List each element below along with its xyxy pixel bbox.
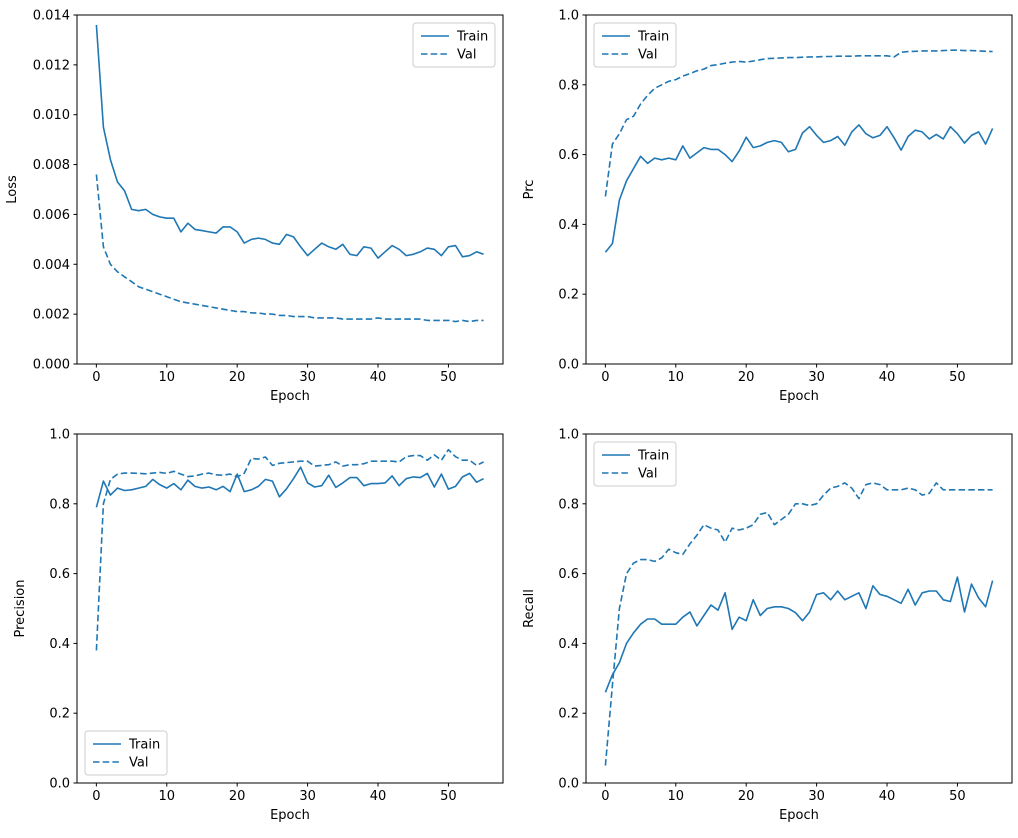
x-tick-label: 0	[601, 789, 609, 804]
prc-chart: 0 10 20 30 40 50 0.0 0.2 0.4 0.6 0.8 1.0 Epoch Prc Tra…	[509, 0, 1018, 419]
x-tick-label: 10	[668, 789, 685, 804]
x-tick-label: 0	[601, 370, 609, 385]
x-axis-label: Epoch	[779, 808, 819, 823]
legend-val-label: Val	[638, 467, 657, 482]
x-axis-label: Epoch	[270, 389, 310, 404]
x-axis-label: Epoch	[779, 389, 819, 404]
x-tick-label: 40	[370, 370, 387, 385]
legend-val-label: Val	[457, 48, 476, 63]
legend-val-label: Val	[129, 756, 148, 771]
x-tick-label: 10	[668, 370, 685, 385]
y-tick-label: 0.4	[558, 218, 579, 233]
legend: Train Val	[593, 441, 677, 487]
x-tick-label: 20	[229, 789, 246, 804]
y-tick-label: 0.012	[33, 58, 70, 73]
plot-background	[509, 0, 1018, 419]
x-tick-label: 0	[92, 370, 100, 385]
y-tick-label: 0.0	[49, 777, 70, 792]
precision-chart: 0 10 20 30 40 50 0.0 0.2 0.4 0.6 0.8 1.0 Epoch Precis…	[0, 419, 509, 838]
legend: Train Val	[412, 22, 496, 68]
y-tick-label: 0.2	[558, 707, 579, 722]
y-tick-label: 0.0	[558, 777, 579, 792]
y-tick-label: 0.010	[33, 108, 70, 123]
y-axis-label: Prc	[522, 180, 537, 200]
y-tick-label: 0.0	[558, 358, 579, 373]
x-tick-label: 20	[738, 789, 755, 804]
legend-train-label: Train	[637, 30, 669, 45]
legend: Train Val	[84, 730, 168, 776]
y-tick-label: 0.000	[33, 358, 70, 373]
y-tick-label: 0.8	[558, 497, 579, 512]
x-tick-label: 20	[229, 370, 246, 385]
x-tick-label: 30	[299, 370, 316, 385]
y-tick-label: 0.6	[558, 567, 579, 582]
y-tick-label: 0.2	[558, 288, 579, 303]
x-tick-label: 40	[370, 789, 387, 804]
legend-val-label: Val	[638, 48, 657, 63]
prc-train-line	[604, 124, 994, 253]
legend-train-label: Train	[637, 449, 669, 464]
y-tick-label: 0.8	[49, 497, 70, 512]
precision-train-line	[95, 466, 484, 508]
loss-val-line	[95, 174, 484, 323]
x-tick-label: 30	[299, 789, 316, 804]
y-tick-label: 0.6	[49, 567, 70, 582]
x-axis-label: Epoch	[270, 808, 310, 823]
x-tick-label: 50	[949, 370, 966, 385]
legend-train-label: Train	[456, 30, 488, 45]
x-tick-label: 50	[949, 789, 966, 804]
x-tick-label: 30	[808, 789, 825, 804]
y-tick-label: 0.004	[33, 258, 70, 273]
subplot-prc: 0 10 20 30 40 50 0.0 0.2 0.4 0.6 0.8 1.0 Epoch Prc Tra…	[509, 0, 1018, 419]
precision-val-line	[95, 448, 484, 651]
y-tick-label: 0.4	[49, 637, 70, 652]
legend-box	[84, 730, 168, 776]
y-tick-label: 0.006	[33, 208, 70, 223]
recall-train-line	[604, 576, 994, 693]
y-axis-label: Precision	[13, 579, 28, 637]
plot-background	[0, 419, 509, 838]
x-tick-label: 10	[159, 370, 176, 385]
plot-background	[0, 0, 509, 419]
recall-chart: 0 10 20 30 40 50 0.0 0.2 0.4 0.6 0.8 1.0 Epoch Recall…	[509, 419, 1018, 838]
plot-background	[509, 419, 1018, 838]
legend-box	[412, 22, 496, 68]
axes-spines	[76, 14, 504, 365]
legend-train-label: Train	[128, 738, 160, 753]
axes-spines	[585, 433, 1013, 784]
loss-train-line	[95, 24, 484, 259]
y-tick-label: 1.0	[49, 428, 70, 443]
legend-box	[593, 441, 677, 487]
axes-spines	[76, 433, 504, 784]
y-tick-label: 1.0	[558, 9, 579, 24]
recall-val-line	[604, 482, 993, 766]
legend: Train Val	[593, 22, 677, 68]
x-tick-label: 10	[159, 789, 176, 804]
y-tick-label: 0.014	[33, 9, 70, 24]
y-tick-label: 1.0	[558, 428, 579, 443]
x-tick-label: 30	[808, 370, 825, 385]
prc-val-line	[604, 49, 993, 197]
loss-chart: 0 10 20 30 40 50 0.000 0.002 0.004 0.006 0.008 0.01…	[0, 0, 509, 419]
y-axis-label: Loss	[5, 175, 20, 204]
subplot-loss: 0 10 20 30 40 50 0.000 0.002 0.004 0.006 0.008 0.01…	[0, 0, 509, 419]
x-tick-label: 0	[92, 789, 100, 804]
y-axis-label: Recall	[522, 589, 537, 628]
subplot-precision: 0 10 20 30 40 50 0.0 0.2 0.4 0.6 0.8 1.0 Epoch Precis…	[0, 419, 509, 838]
axes-spines	[585, 14, 1013, 365]
y-tick-label: 0.4	[558, 637, 579, 652]
subplot-recall: 0 10 20 30 40 50 0.0 0.2 0.4 0.6 0.8 1.0 Epoch Recall…	[509, 419, 1018, 838]
x-tick-label: 20	[738, 370, 755, 385]
y-tick-label: 0.002	[33, 308, 70, 323]
x-tick-label: 50	[440, 370, 457, 385]
x-tick-label: 50	[440, 789, 457, 804]
y-tick-label: 0.8	[558, 78, 579, 93]
y-tick-label: 0.6	[558, 148, 579, 163]
legend-box	[593, 22, 677, 68]
y-tick-label: 0.008	[33, 158, 70, 173]
x-tick-label: 40	[879, 370, 896, 385]
x-tick-label: 40	[879, 789, 896, 804]
y-tick-label: 0.2	[49, 707, 70, 722]
